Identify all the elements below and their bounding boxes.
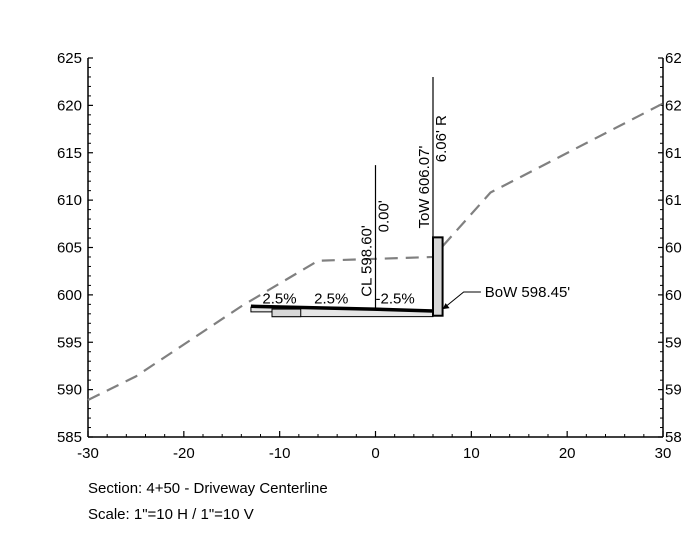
x-tick-label: 30 <box>655 445 672 462</box>
y-tick-label: 590 <box>57 382 82 399</box>
x-tick-label: -10 <box>269 445 291 462</box>
bow-arrowhead <box>442 303 450 310</box>
tow-offset-label: 6.06' R <box>433 115 450 162</box>
y-tick-label: 625 <box>57 50 82 67</box>
bow-leader-line <box>442 291 481 310</box>
slope-label: 2.5% <box>262 290 296 307</box>
y-tick-label: 615 <box>57 145 82 162</box>
x-tick-label: 0 <box>371 445 379 462</box>
slope-label: 2.5% <box>314 290 348 307</box>
y-tick-label-right: 60 <box>665 240 682 257</box>
annotations: CL 598.60'0.00' ToW 606.07'6.06' R 2.5% 2.5… <box>262 76 571 310</box>
x-tick-label: 10 <box>463 445 480 462</box>
existing-ground-line <box>87 102 664 402</box>
section-caption: Section: 4+50 - Driveway Centerline <box>88 480 328 497</box>
proposed-structure <box>250 236 444 318</box>
y-tick-label: 600 <box>57 287 82 304</box>
existing-ground-dashed-line <box>87 102 664 402</box>
bow-label: BoW 598.45' <box>485 284 571 301</box>
tow-elevation-label: ToW 606.07' <box>416 146 433 229</box>
cl-elevation-label: CL 598.60' <box>359 225 376 297</box>
proposed-surface-line <box>250 304 434 313</box>
x-tick-label: -30 <box>77 445 99 462</box>
curb-block <box>271 308 302 318</box>
y-tick-label-right: 61 <box>665 145 682 162</box>
y-tick-label-right: 59 <box>665 334 682 351</box>
retaining-wall <box>432 236 444 317</box>
y-tick-label: 585 <box>57 429 82 446</box>
y-tick-label: 595 <box>57 334 82 351</box>
y-tick-label: 605 <box>57 240 82 257</box>
y-tick-label-right: 62 <box>665 97 682 114</box>
y-tick-label-right: 59 <box>665 382 682 399</box>
y-tick-label-right: 62 <box>665 50 682 67</box>
scale-caption: Scale: 1"=10 H / 1"=10 V <box>88 506 254 523</box>
y-tick-label: 620 <box>57 97 82 114</box>
x-tick-label: 20 <box>559 445 576 462</box>
y-tick-label-right: 61 <box>665 192 682 209</box>
y-tick-label-right: 60 <box>665 287 682 304</box>
slope-label: -2.5% <box>376 290 415 307</box>
y-tick-label: 610 <box>57 192 82 209</box>
cl-offset-label: 0.00' <box>376 200 393 232</box>
y-tick-label-right: 58 <box>665 429 682 446</box>
x-tick-label: -20 <box>173 445 195 462</box>
